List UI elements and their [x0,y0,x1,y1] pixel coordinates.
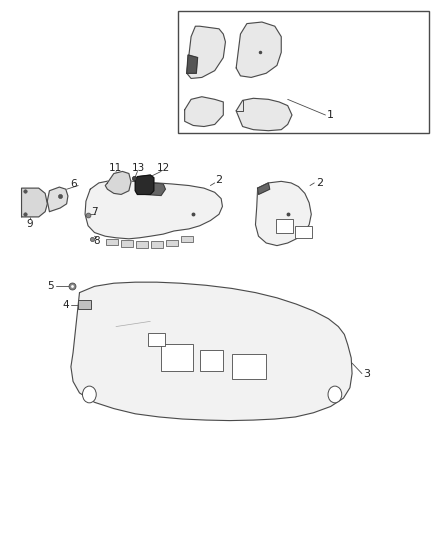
Circle shape [82,386,96,403]
Text: 10: 10 [24,192,37,203]
Polygon shape [71,282,352,421]
Bar [166,240,178,246]
Polygon shape [236,22,281,77]
Bar [78,300,91,309]
Bar [148,333,166,346]
Bar [181,236,193,243]
Text: 5: 5 [47,281,54,292]
Text: 2: 2 [155,183,162,193]
Text: 2: 2 [316,178,323,188]
Polygon shape [21,188,47,217]
Circle shape [328,386,342,403]
Text: 12: 12 [156,163,170,173]
Polygon shape [145,183,166,196]
Polygon shape [236,98,292,131]
Text: 7: 7 [91,207,98,216]
Bar [151,241,163,248]
Text: 13: 13 [132,163,145,173]
Bar [136,241,148,248]
Text: 1: 1 [327,110,334,120]
Polygon shape [135,175,154,195]
Text: 8: 8 [93,237,100,246]
Text: 11: 11 [109,163,122,173]
Polygon shape [85,180,223,239]
Polygon shape [187,55,198,73]
Text: 3: 3 [364,369,371,378]
Polygon shape [258,183,270,195]
Text: 6: 6 [71,179,77,189]
Polygon shape [255,181,311,246]
Text: 2: 2 [215,175,223,185]
Polygon shape [47,187,68,212]
Bar [161,344,193,371]
Bar [276,220,293,232]
Bar [121,240,133,247]
Bar [232,354,266,379]
Text: 9: 9 [27,219,33,229]
Polygon shape [105,172,131,195]
Text: 4: 4 [63,300,69,310]
Polygon shape [187,26,226,78]
Bar [178,11,429,133]
Bar [295,227,312,238]
Bar [106,239,118,245]
Bar [200,350,223,371]
Polygon shape [185,97,223,126]
